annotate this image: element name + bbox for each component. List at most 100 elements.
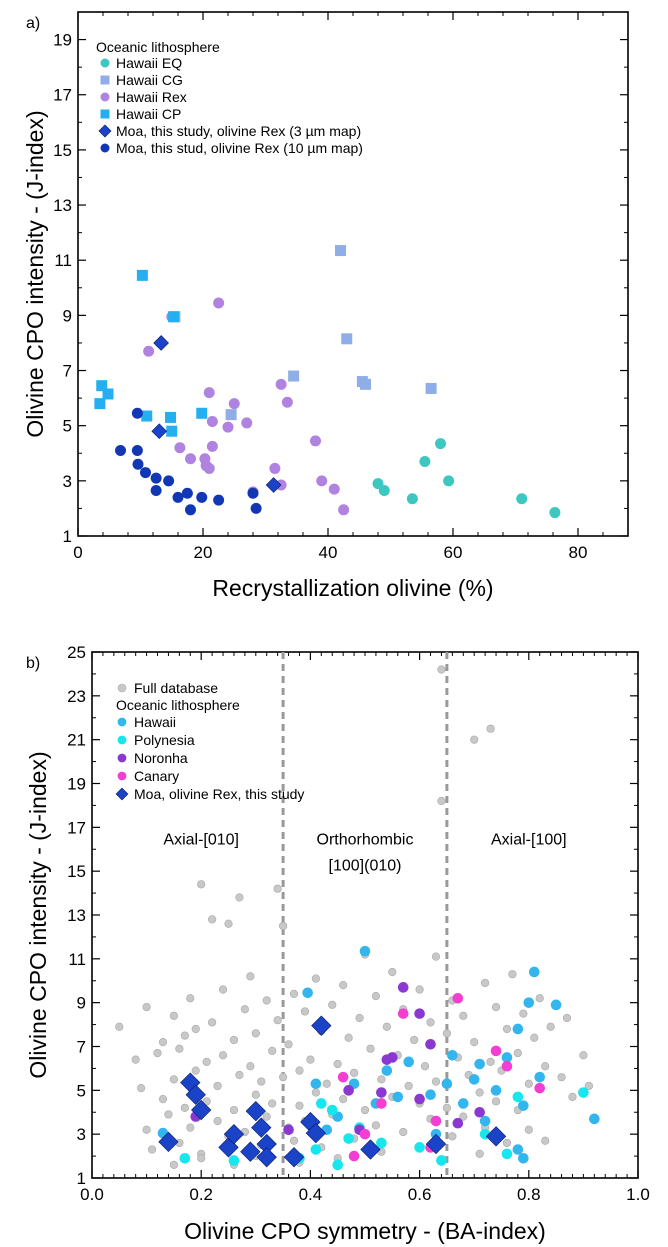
data-point-b-s0 [518, 1100, 529, 1111]
y-tick-label-b: 3 [77, 1125, 86, 1144]
data-point-full-database [344, 1033, 353, 1042]
data-point-a-s2 [338, 504, 350, 516]
data-point-full-database [475, 1149, 484, 1158]
data-point-b-s0 [447, 1049, 458, 1061]
data-point-a-s3 [165, 411, 176, 423]
data-point-b-s4 [425, 1133, 447, 1155]
data-point-a-s3 [196, 407, 208, 419]
data-point-a-s0 [406, 493, 418, 505]
data-point-a-s3 [136, 269, 148, 281]
data-point-b-s0 [512, 1144, 524, 1155]
data-point-b-s3 [430, 1115, 442, 1127]
y-tick-label-a: 3 [63, 472, 72, 491]
y-tick-label-b: 9 [77, 994, 86, 1013]
data-point-b-s0 [468, 1074, 480, 1085]
data-point-b-s3 [348, 1150, 360, 1162]
data-point-full-database [584, 1081, 593, 1091]
x-tick-label-b: 0.6 [408, 1185, 432, 1204]
data-point-a-s0 [443, 475, 455, 487]
data-point-full-database [382, 1022, 391, 1031]
data-point-b-s3 [534, 1082, 546, 1094]
y-tick-label-b: 1 [77, 1169, 86, 1188]
data-point-full-database [360, 1105, 370, 1115]
y-tick-label-b: 23 [67, 687, 86, 706]
data-point-a-s3 [166, 425, 178, 437]
data-point-b-s4 [305, 1122, 327, 1144]
data-point-full-database [426, 1018, 435, 1027]
data-point-full-database [519, 1009, 528, 1018]
y-tick-label-a: 13 [53, 196, 72, 215]
data-point-full-database [142, 1002, 151, 1012]
data-point-full-database [366, 1044, 375, 1053]
y-tick-label-b: 11 [68, 950, 86, 969]
data-point-a-s2 [328, 483, 340, 495]
data-point-a-s3 [96, 380, 108, 392]
data-point-b-s0 [490, 1085, 502, 1096]
data-point-full-database [557, 1073, 566, 1082]
data-point-b-s0 [392, 1091, 404, 1103]
data-point-full-database [268, 1099, 277, 1108]
data-point-a-s5 [131, 445, 143, 457]
data-point-full-database [279, 1073, 288, 1082]
data-point-a-s5 [181, 487, 193, 499]
data-point-full-database [240, 1005, 249, 1014]
y-tick-label-b: 25 [67, 643, 86, 662]
data-point-a-s3 [168, 311, 180, 323]
region-label-orthorhombic-sub: [100](010) [329, 857, 402, 874]
x-tick-label-b: 0.8 [517, 1185, 541, 1204]
data-point-b-s4 [240, 1141, 261, 1162]
data-point-full-database [295, 1101, 304, 1110]
data-point-a-s4 [265, 477, 282, 493]
data-point-b-s0 [425, 1089, 436, 1101]
data-point-full-database [131, 1055, 140, 1064]
data-point-full-database [513, 1048, 522, 1058]
data-point-a-s5 [140, 467, 151, 479]
data-point-full-database [251, 1029, 260, 1038]
data-point-a-s5 [196, 491, 208, 503]
data-point-a-s2 [143, 345, 155, 357]
data-point-b-s4 [256, 1147, 277, 1168]
data-point-full-database [169, 1075, 178, 1084]
y-tick-label-a: 17 [53, 86, 72, 105]
data-point-b-s2 [283, 1124, 294, 1136]
legend-marker-a1 [100, 75, 110, 85]
data-point-a-s0 [549, 507, 561, 519]
data-point-b-s4 [311, 1015, 332, 1036]
data-point-b-s0 [403, 1056, 414, 1068]
data-point-a-s2 [203, 387, 215, 399]
legend-marker-a3 [100, 109, 110, 119]
data-point-a-s5 [250, 502, 262, 514]
data-point-b-s4 [185, 1084, 206, 1105]
data-point-full-database [415, 985, 424, 994]
data-point-b-s1 [332, 1159, 344, 1171]
y-tick-label-a: 9 [63, 306, 72, 325]
data-point-full-database [251, 1090, 260, 1099]
data-point-b-s1 [414, 1142, 425, 1153]
data-point-full-database [180, 1031, 189, 1040]
data-point-full-database [349, 1068, 359, 1077]
legend-title-b: Oceanic lithosphere [116, 697, 240, 713]
data-point-full-database [437, 665, 446, 674]
data-point-b-s2 [425, 1039, 436, 1050]
data-point-full-database [328, 1000, 337, 1009]
legend-a: Oceanic lithosphere Hawaii EQ Hawaii CG … [96, 39, 363, 156]
data-point-full-database [202, 1057, 211, 1066]
data-point-b-s0 [528, 966, 540, 978]
data-point-a-s1 [288, 370, 300, 382]
scatter-points-b [115, 665, 600, 1171]
data-point-full-database [197, 1154, 206, 1163]
data-point-full-database [322, 1079, 331, 1088]
data-point-a-s5 [213, 494, 225, 506]
data-point-b-s0 [359, 945, 371, 957]
data-point-b-s1 [310, 1144, 322, 1155]
data-point-full-database [311, 1088, 320, 1097]
data-point-a-s5 [115, 445, 126, 457]
data-point-a-s5 [247, 487, 259, 499]
data-point-full-database [459, 1011, 468, 1020]
data-point-b-s0 [589, 1113, 600, 1125]
data-point-full-database [311, 974, 320, 983]
data-point-full-database [213, 1116, 222, 1126]
data-point-full-database [246, 972, 255, 981]
data-point-full-database [491, 1002, 501, 1012]
